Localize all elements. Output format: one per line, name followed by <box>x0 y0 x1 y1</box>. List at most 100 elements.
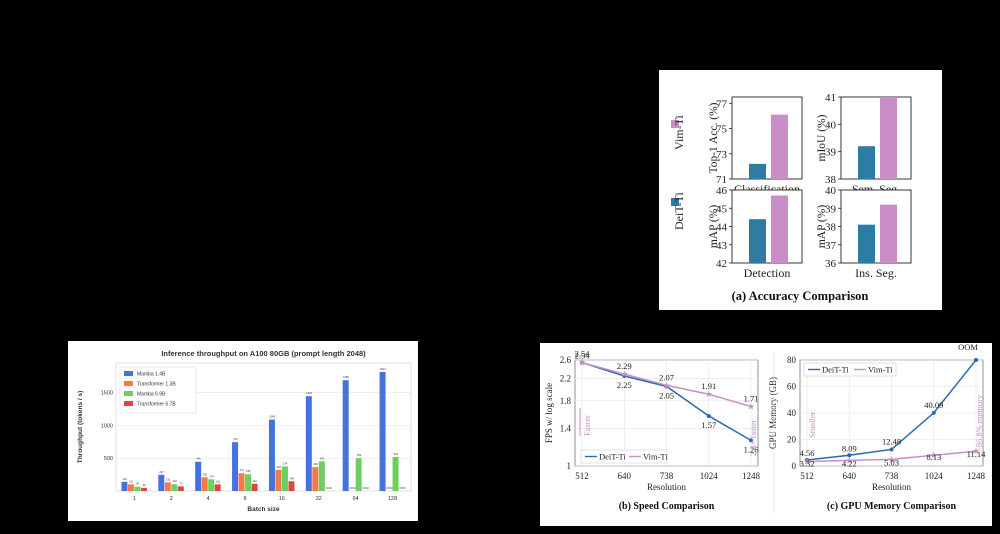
y-tick-label: 40 <box>825 119 837 131</box>
y-tick-label: 75 <box>716 124 728 136</box>
bar-data-label: 101 <box>216 479 221 483</box>
y-axis-label: mAP (%) <box>816 205 828 249</box>
x-tick-label: 1248 <box>742 471 761 481</box>
y-tick-label: 36 <box>825 258 837 270</box>
bar <box>134 486 141 491</box>
y-tick-label: 40 <box>787 408 797 418</box>
chart-title: (b) Speed Comparison <box>619 501 715 512</box>
faster-annotation: Faster <box>582 415 592 436</box>
data-label: 2.07 <box>659 372 674 382</box>
legend-label: Mamba 1.4B <box>137 372 166 378</box>
x-tick-label: 1024 <box>700 471 719 481</box>
bar-data-label: 1445 <box>306 391 312 395</box>
bar <box>281 466 288 491</box>
bar <box>392 456 399 491</box>
accuracy-chart-panel: 71 73 75 77 Classification Top-1 Acc. (%) 38 39… <box>659 70 942 310</box>
data-label: 2.54 <box>575 349 591 359</box>
bar-data-label: OOM <box>362 486 368 490</box>
y-tick-label: 38 <box>825 174 837 186</box>
series-marker <box>749 438 753 443</box>
y-axis-label: Throughput (tokens / s) <box>77 391 84 464</box>
bar-data-label: OOM <box>349 486 355 490</box>
bar-deit <box>749 163 766 179</box>
y-tick-label: 2.2 <box>560 374 571 384</box>
y-tick-label: 46 <box>716 185 728 197</box>
data-label: 4.22 <box>842 458 857 468</box>
bar <box>195 461 202 491</box>
bar-data-label: 744 <box>233 437 238 441</box>
bar <box>121 481 128 491</box>
y-tick-label: 1 <box>567 461 572 471</box>
x-tick-label: 32 <box>316 496 322 502</box>
series-marker <box>706 413 711 418</box>
smaller-annotation: Smaller <box>807 411 817 438</box>
bar <box>127 484 134 491</box>
y-tick-label: 0 <box>792 461 797 471</box>
legend-label: DeiT-Ti <box>822 365 849 375</box>
y-tick-label: 38 <box>825 222 837 234</box>
bar-data-label: 364 <box>313 462 318 466</box>
series-marker: ★ <box>803 457 811 467</box>
legend-swatch <box>124 391 133 396</box>
bar-data-label: 247 <box>159 470 164 474</box>
data-label: 5.03 <box>884 457 899 467</box>
memory-annotation: -86.8% memory <box>974 394 984 450</box>
bar-data-label: 323 <box>277 465 282 469</box>
data-label: 2.05 <box>659 390 674 400</box>
bar-data-label: 519 <box>394 452 399 456</box>
x-tick-label: 4 <box>207 496 210 502</box>
subplot-frame <box>840 96 912 180</box>
series-marker: ★ <box>972 446 980 456</box>
y-tick-label: 2.6 <box>560 355 572 365</box>
x-axis-label: Resolution <box>872 482 912 492</box>
y-tick-label: 40 <box>825 185 837 197</box>
data-label: 1.71 <box>744 393 759 403</box>
y-tick-label: 39 <box>825 203 837 215</box>
bar <box>171 484 178 491</box>
bar-data-label: 453 <box>320 456 325 460</box>
data-label: 8.09 <box>842 443 857 453</box>
y-tick-label: 1000 <box>101 423 113 429</box>
bar <box>245 474 252 491</box>
bar-data-label: 374 <box>283 461 288 465</box>
bar-data-label: 1089 <box>269 415 275 419</box>
y-axis-label: mAP (%) <box>708 205 720 249</box>
legend-swatch-deit <box>671 198 679 206</box>
x-tick-label: 16 <box>279 496 285 502</box>
bar <box>232 442 239 491</box>
bar-vim <box>771 195 788 263</box>
series-marker: ★ <box>887 454 895 464</box>
bar <box>214 484 221 491</box>
bar-data-label: 148 <box>290 476 295 480</box>
y-tick-label: 41 <box>825 92 836 104</box>
data-label: 40.09 <box>924 400 943 410</box>
series-marker <box>847 453 852 458</box>
y-axis-label: FPS w/ log scale <box>544 383 554 443</box>
bar-data-label: 70 <box>180 481 183 485</box>
data-label: 4.56 <box>800 448 815 458</box>
bar-data-label: 103 <box>172 479 177 483</box>
y-tick-label: 77 <box>716 98 728 110</box>
y-tick-label: 1.4 <box>560 424 572 434</box>
y-tick-label: 71 <box>716 174 727 186</box>
bar <box>238 473 245 491</box>
bar <box>158 474 165 491</box>
y-tick-label: 73 <box>716 149 728 161</box>
bar <box>355 458 362 491</box>
bar <box>305 396 312 491</box>
legend-label: Mamba 6.9B <box>137 392 166 398</box>
data-label: 1.91 <box>701 381 716 391</box>
y-tick-label: 60 <box>787 382 797 392</box>
chart-title: (a) Accuracy Comparison <box>732 289 869 303</box>
series-marker: ★ <box>705 389 713 399</box>
bar-data-label: 140 <box>123 477 128 481</box>
y-tick-label: 500 <box>104 456 113 462</box>
series-marker: ★ <box>578 358 586 368</box>
bar-data-label: 446 <box>196 457 201 461</box>
x-tick-label: 512 <box>800 471 814 481</box>
series-marker: ★ <box>747 401 755 411</box>
speed-memory-chart-panel: 512 640 738 1024 1248 1 1.4 1.8 2.2 2.6 2.54 2.25 2.… <box>540 343 992 526</box>
y-tick-label: 43 <box>716 240 728 252</box>
x-tick-label: 738 <box>660 471 674 481</box>
series-marker <box>974 358 978 362</box>
